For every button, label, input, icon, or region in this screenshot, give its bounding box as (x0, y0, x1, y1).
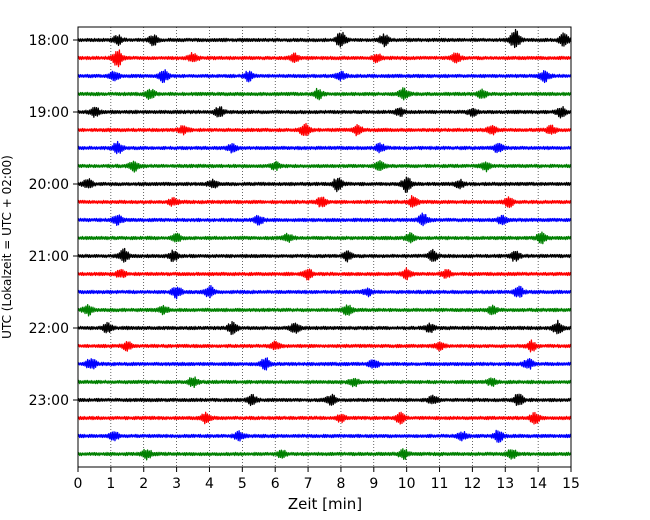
trace-2330 (77, 429, 572, 443)
trace-1915 (77, 122, 572, 137)
y-tick-label-5: 23:00 (29, 393, 69, 409)
x-tick-label-2: 2 (139, 476, 148, 492)
x-tick-label-10: 10 (398, 476, 416, 492)
x-axis-label: Zeit [min] (288, 495, 362, 513)
trace-2145 (77, 304, 572, 317)
trace-1800 (77, 28, 572, 49)
x-axis-ticks: 0 1 2 3 4 5 6 7 8 9 10 11 12 13 14 15 (74, 467, 580, 492)
trace-1930 (77, 140, 572, 155)
y-tick-label-4: 22:00 (29, 321, 69, 337)
x-tick-label-15: 15 (562, 476, 580, 492)
trace-2115 (77, 267, 572, 281)
trace-layer (77, 28, 572, 461)
trace-2200 (77, 319, 572, 336)
y-tick-label-0: 18:00 (29, 33, 69, 49)
y-tick-label-3: 21:00 (29, 249, 69, 265)
x-tick-label-11: 11 (431, 476, 449, 492)
trace-2130 (77, 284, 572, 300)
trace-1830 (77, 69, 572, 84)
trace-1845 (77, 87, 572, 101)
trace-2230 (77, 357, 572, 371)
x-tick-label-0: 0 (74, 476, 83, 492)
x-tick-label-6: 6 (271, 476, 280, 492)
x-tick-label-3: 3 (172, 476, 181, 492)
trace-2300 (77, 393, 572, 407)
trace-2015 (77, 194, 572, 209)
trace-2000 (77, 176, 572, 193)
y-axis-label: UTC (Lokalzeit = UTC + 02:00) (0, 155, 14, 339)
trace-1900 (77, 106, 572, 119)
y-tick-label-1: 19:00 (29, 105, 69, 121)
trace-2345 (77, 448, 572, 461)
y-axis-ticks: 18:00 19:00 20:00 21:00 22:00 23:00 (29, 33, 78, 409)
x-tick-label-4: 4 (205, 476, 214, 492)
plot-frame (77, 26, 572, 468)
x-tick-label-5: 5 (238, 476, 247, 492)
x-tick-label-7: 7 (304, 476, 313, 492)
trace-1815 (77, 49, 572, 68)
trace-2030 (77, 212, 572, 227)
x-tick-label-9: 9 (369, 476, 378, 492)
trace-2100 (77, 247, 572, 263)
grid-layer (110, 27, 539, 467)
trace-2245 (77, 376, 572, 389)
x-tick-label-13: 13 (496, 476, 514, 492)
trace-2215 (77, 339, 572, 353)
trace-2045 (77, 231, 572, 245)
x-tick-label-12: 12 (463, 476, 481, 492)
x-tick-label-1: 1 (106, 476, 115, 492)
y-tick-label-2: 20:00 (29, 177, 69, 193)
trace-1945 (77, 160, 572, 173)
x-tick-label-14: 14 (529, 476, 547, 492)
trace-2315 (77, 411, 572, 425)
x-tick-label-8: 8 (336, 476, 345, 492)
